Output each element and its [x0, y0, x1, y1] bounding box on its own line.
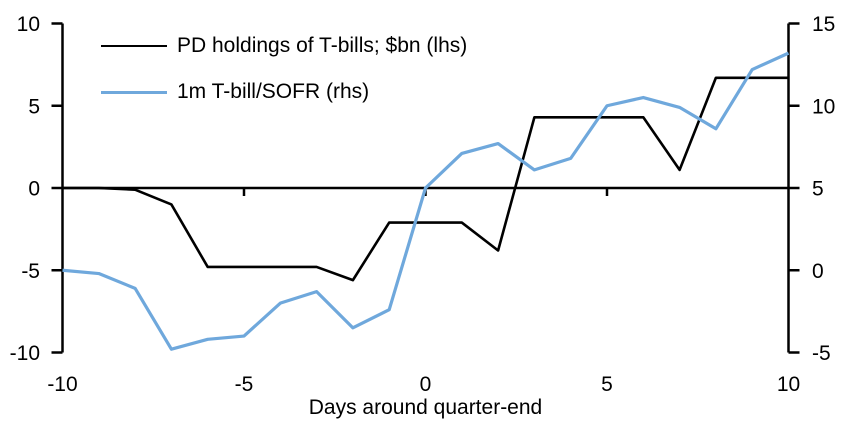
- x-axis-tick-label: 5: [601, 373, 613, 396]
- legend-label-tbill-sofr: 1m T-bill/SOFR (rhs): [177, 80, 370, 103]
- legend-item-pd-holdings: PD holdings of T-bills; $bn (lhs): [101, 34, 467, 58]
- legend-label-pd-holdings: PD holdings of T-bills; $bn (lhs): [177, 34, 468, 57]
- right-axis-tick-label: 5: [812, 178, 824, 201]
- legend-item-tbill-sofr: 1m T-bill/SOFR (rhs): [101, 80, 369, 104]
- left-axis-tick-label: -10: [10, 342, 40, 365]
- right-axis-tick-label: -5: [812, 342, 831, 365]
- left-axis-tick-label: 0: [28, 178, 40, 201]
- left-axis-tick-label: -5: [21, 260, 40, 283]
- x-axis-tick-label: -10: [47, 373, 77, 396]
- legend-line-swatch-black: [101, 45, 167, 47]
- right-axis-tick-label: 15: [812, 13, 835, 36]
- left-axis-tick-label: 10: [17, 13, 40, 36]
- left-axis-tick-label: 5: [28, 95, 40, 118]
- x-axis-title: Days around quarter-end: [309, 396, 542, 419]
- series-line-pd-holdings: [62, 76, 789, 282]
- right-axis-tick-label: 0: [812, 260, 824, 283]
- right-axis-tick-label: 10: [812, 95, 835, 118]
- x-axis-tick-label: -5: [235, 373, 254, 396]
- x-axis-tick-label: 10: [777, 373, 800, 396]
- x-axis-tick-label: 0: [420, 373, 432, 396]
- legend-line-swatch-blue: [101, 90, 167, 94]
- series-line-tbill-sofr: [62, 51, 790, 351]
